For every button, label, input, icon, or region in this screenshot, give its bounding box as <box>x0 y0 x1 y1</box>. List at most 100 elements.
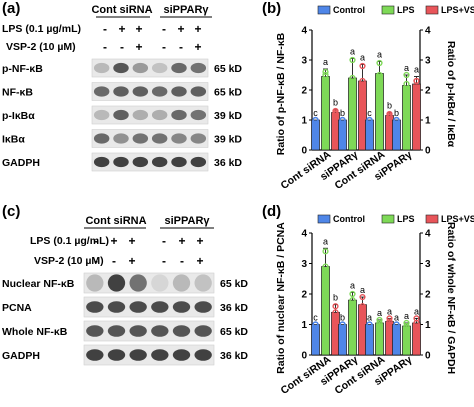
blot-band <box>151 301 168 313</box>
blot-band <box>173 325 190 337</box>
y-tick-label-right: 2 <box>425 290 431 301</box>
blot-band <box>133 63 148 73</box>
blot-band <box>94 86 109 96</box>
blot-band <box>86 301 103 313</box>
blot-name-label: IκBα <box>2 134 25 146</box>
blot-band <box>195 274 212 291</box>
legend-swatch <box>426 6 438 14</box>
panel-b-y-axis-label-left: Ratio of p-NF-κB / NF-κB <box>275 32 287 155</box>
treatment-mark: - <box>179 40 183 54</box>
blot-band <box>94 110 109 120</box>
panel-c: (c) Cont siRNA siPPARγ LPS (0.1 µg/mL) V… <box>2 203 248 365</box>
treatment-mark: + <box>196 254 203 268</box>
significance-letter: a <box>350 280 355 290</box>
blot-band <box>94 157 109 167</box>
treatment-mark: + <box>194 22 201 36</box>
y-tick-label-left: 0 <box>301 146 307 157</box>
panel-a: (a) Cont siRNA siPPARγ LPS (0.1 µg/mL) V… <box>2 0 242 171</box>
significance-letter: b <box>340 313 345 323</box>
blot-band <box>191 86 206 96</box>
blot-size-label: 65 kD <box>214 63 242 75</box>
legend-swatch <box>318 6 330 14</box>
significance-letter: a <box>404 63 409 73</box>
blot-band <box>94 63 109 73</box>
y-tick-label-left: 3 <box>301 56 307 67</box>
significance-letter: a <box>414 306 419 316</box>
panel-a-treatment-vsp-label: VSP-2 (10 µM) <box>6 41 76 53</box>
blot-band <box>113 86 128 96</box>
panel-c-blots: Nuclear NF-κB 65 kDPCNA 36 kDWhole NF-κB 65… <box>2 273 248 365</box>
blot-band <box>191 133 206 143</box>
panel-c-group-header-1: Cont siRNA <box>85 215 146 227</box>
y-tick-label-right: 3 <box>425 259 431 270</box>
panel-a-treatment-lps-label: LPS (0.1 µg/mL) <box>2 23 81 35</box>
significance-letter: b <box>394 108 399 118</box>
significance-letter: a <box>323 236 328 246</box>
treatment-mark: - <box>103 22 107 36</box>
legend-swatch <box>426 215 438 223</box>
blot-band <box>171 157 186 167</box>
treatment-mark: + <box>194 40 201 54</box>
blot-band <box>191 110 206 120</box>
panel-b-legend: Control LPS LPS+VSP-2 <box>318 5 474 15</box>
blot-name-label: Whole NF-κB <box>2 326 68 338</box>
treatment-mark: - <box>162 40 166 54</box>
significance-letter: a <box>394 313 399 323</box>
significance-letter: a <box>404 311 409 321</box>
blot-name-label: Nuclear NF-κB <box>2 278 75 290</box>
significance-letter: a <box>323 57 328 67</box>
treatment-mark: + <box>135 22 142 36</box>
legend-label: LPS+VSP-2 <box>441 5 474 15</box>
significance-letter: a <box>360 53 365 63</box>
blot-name-label: p-NF-κB <box>2 63 43 75</box>
significance-letter: a <box>377 50 382 60</box>
significance-letter: c <box>367 108 372 118</box>
blot-size-label: 39 kD <box>214 134 242 146</box>
treatment-mark: + <box>135 40 142 54</box>
blot-band <box>113 110 128 120</box>
blot-band <box>195 325 212 337</box>
bar <box>393 325 401 356</box>
y-tick-label-left: 4 <box>301 229 307 240</box>
blot-band <box>171 63 186 73</box>
blot-band <box>113 63 128 73</box>
bar <box>349 78 357 150</box>
blot-band <box>171 110 186 120</box>
bar <box>312 120 320 150</box>
blot-band <box>94 133 109 143</box>
blot-name-label: GADPH <box>2 157 40 169</box>
blot-band <box>108 301 125 313</box>
blot-band <box>151 349 168 361</box>
treatment-mark: - <box>180 254 184 268</box>
y-tick-label-left: 2 <box>301 86 307 97</box>
y-tick-label-left: 0 <box>301 351 307 362</box>
panel-a-treatment-marks: - + + - + +- - + - - + <box>103 22 202 54</box>
panel-c-treatment-marks: - + + - + +- - + - - + <box>94 234 204 268</box>
blot-band <box>171 133 186 143</box>
y-tick-label-left: 1 <box>301 116 307 127</box>
panel-d: (d) Control LPS LPS+VSP-2 Ratio of nuclear… <box>262 203 474 397</box>
significance-letter: a <box>387 306 392 316</box>
significance-letter: a <box>367 313 372 323</box>
y-tick-label-right: 0 <box>425 351 431 362</box>
blot-band <box>108 349 125 361</box>
treatment-mark: - <box>162 22 166 36</box>
panel-a-label: (a) <box>2 0 20 17</box>
blot-band <box>108 274 125 291</box>
bar <box>366 120 374 150</box>
bar <box>339 325 347 356</box>
significance-letter: b <box>333 293 338 303</box>
blot-band <box>130 325 147 337</box>
blot-band <box>191 63 206 73</box>
legend-label: LPS <box>397 214 415 224</box>
blot-size-label: 36 kD <box>220 350 248 362</box>
treatment-mark: + <box>177 22 184 36</box>
blot-name-label: GADPH <box>2 350 40 362</box>
treatment-mark: - <box>103 40 107 54</box>
blot-band <box>113 157 128 167</box>
significance-letter: a <box>377 308 382 318</box>
panel-c-label: (c) <box>2 203 20 220</box>
panel-b-plot: 0 01 12 23 34 4cabCont siRNAbaasiPPARγcabCont… <box>279 26 431 192</box>
blot-band <box>191 157 206 167</box>
